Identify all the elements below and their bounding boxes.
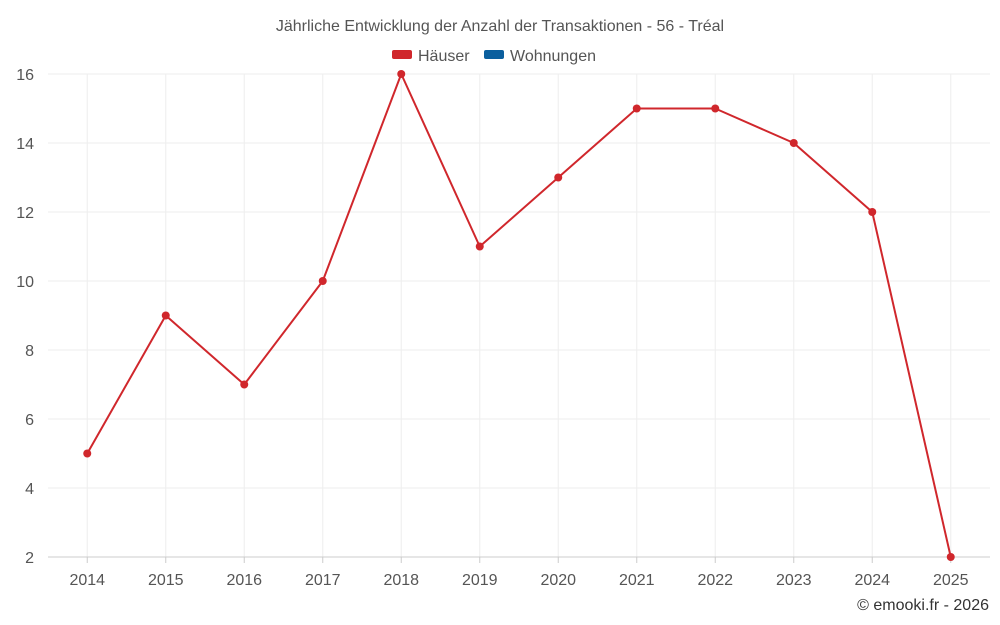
- x-tick-label: 2021: [619, 572, 655, 589]
- x-tick-label: 2017: [305, 572, 341, 589]
- legend-item-haeuser[interactable]: Häuser: [392, 48, 470, 65]
- legend-swatch-haeuser: [392, 50, 412, 59]
- legend-label-wohnungen: Wohnungen: [510, 48, 596, 65]
- chart-title: Jährliche Entwicklung der Anzahl der Tra…: [276, 18, 724, 35]
- data-point[interactable]: [240, 380, 249, 389]
- data-point[interactable]: [789, 139, 798, 147]
- data-point[interactable]: [397, 70, 406, 78]
- data-point[interactable]: [475, 242, 484, 251]
- x-tick-label: 2019: [462, 572, 498, 589]
- credit-label: © emooki.fr - 2026: [857, 597, 989, 614]
- data-point[interactable]: [83, 449, 92, 458]
- grid: [48, 73, 990, 557]
- series-layer: [83, 70, 955, 561]
- x-tick-label: 2015: [148, 572, 184, 589]
- data-point[interactable]: [318, 277, 327, 285]
- legend-swatch-wohnungen: [484, 50, 504, 59]
- y-tick-label: 2: [25, 550, 34, 567]
- y-tick-label: 14: [16, 136, 34, 153]
- x-tick-label: 2022: [697, 572, 733, 589]
- y-tick-label: 8: [25, 343, 34, 360]
- x-tick-label: 2014: [69, 572, 105, 589]
- x-tick-label: 2024: [854, 572, 890, 589]
- data-point[interactable]: [632, 104, 641, 113]
- series-line-0: [86, 73, 952, 558]
- x-tick-label: 2018: [383, 572, 419, 589]
- data-point[interactable]: [554, 173, 563, 182]
- data-point[interactable]: [711, 104, 720, 113]
- x-tick-label: 2020: [540, 572, 576, 589]
- x-tick-label: 2016: [226, 572, 262, 589]
- y-tick-label: 6: [25, 412, 34, 429]
- data-point[interactable]: [946, 553, 955, 561]
- y-tick-label: 4: [25, 481, 34, 498]
- y-tick-label: 10: [16, 274, 34, 291]
- data-point[interactable]: [868, 208, 877, 216]
- legend-item-wohnungen[interactable]: Wohnungen: [484, 48, 596, 65]
- legend: Häuser Wohnungen: [392, 48, 596, 65]
- x-tick-label: 2025: [933, 572, 969, 589]
- y-tick-label: 16: [16, 67, 34, 84]
- y-tick-label: 12: [16, 205, 34, 222]
- x-tick-label: 2023: [776, 572, 812, 589]
- data-point[interactable]: [161, 311, 170, 320]
- axes: 2 4 6 8 10 12 14 16 2014 2015 2016 2017 2018 2019 2020…: [16, 67, 990, 589]
- legend-label-haeuser: Häuser: [418, 48, 470, 65]
